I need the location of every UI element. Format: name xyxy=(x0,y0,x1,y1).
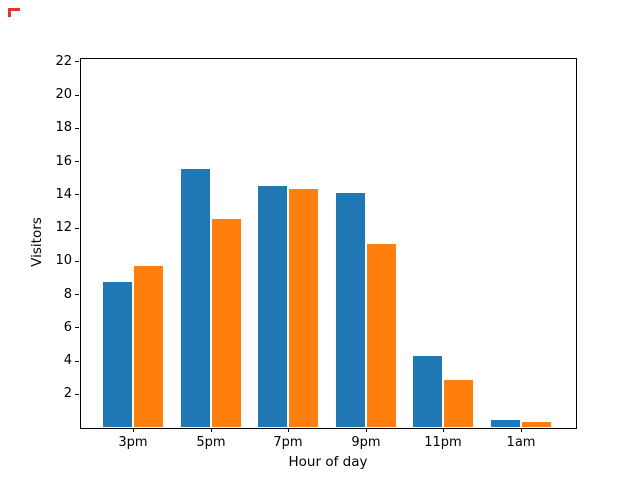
y-tick-label-20: 20 xyxy=(55,87,72,102)
x-tick-mark-11pm xyxy=(443,428,444,432)
bar-orange-series-7pm xyxy=(289,189,318,427)
bar-blue-series-3pm xyxy=(103,282,132,427)
y-tick-mark-10 xyxy=(75,261,79,262)
x-tick-label-1am: 1am xyxy=(506,435,536,450)
bar-orange-series-9pm xyxy=(367,244,396,427)
x-tick-mark-3pm xyxy=(133,428,134,432)
corner-marker-vertical xyxy=(8,8,11,17)
y-tick-mark-20 xyxy=(75,95,79,96)
y-tick-label-10: 10 xyxy=(55,253,72,268)
x-tick-mark-5pm xyxy=(211,428,212,432)
y-axis-label: Visitors xyxy=(29,217,45,267)
y-tick-label-16: 16 xyxy=(55,154,72,169)
y-tick-label-6: 6 xyxy=(63,320,72,335)
y-tick-label-18: 18 xyxy=(55,120,72,135)
y-tick-label-14: 14 xyxy=(55,187,72,202)
x-tick-mark-9pm xyxy=(366,428,367,432)
y-tick-label-12: 12 xyxy=(55,220,72,235)
y-tick-mark-12 xyxy=(75,228,79,229)
bar-orange-series-5pm xyxy=(212,219,241,427)
y-tick-mark-14 xyxy=(75,194,79,195)
corner-marker-horizontal xyxy=(8,8,20,11)
corner-marker xyxy=(8,8,20,17)
bar-blue-series-5pm xyxy=(181,169,210,427)
y-tick-label-8: 8 xyxy=(63,287,72,302)
y-tick-label-4: 4 xyxy=(63,353,72,368)
bar-blue-series-9pm xyxy=(336,193,365,427)
x-tick-mark-1am xyxy=(521,428,522,432)
y-tick-mark-2 xyxy=(75,394,79,395)
bar-orange-series-3pm xyxy=(134,266,163,427)
x-tick-label-3pm: 3pm xyxy=(118,435,148,450)
y-tick-label-22: 22 xyxy=(55,54,72,69)
y-tick-mark-8 xyxy=(75,294,79,295)
bar-blue-series-7pm xyxy=(258,186,287,427)
y-tick-mark-18 xyxy=(75,128,79,129)
y-tick-mark-6 xyxy=(75,327,79,328)
x-tick-label-7pm: 7pm xyxy=(273,435,303,450)
bar-blue-series-11pm xyxy=(413,356,442,427)
x-tick-label-5pm: 5pm xyxy=(196,435,226,450)
x-tick-label-9pm: 9pm xyxy=(351,435,381,450)
x-tick-label-11pm: 11pm xyxy=(424,435,462,450)
y-tick-mark-16 xyxy=(75,161,79,162)
bar-orange-series-1am xyxy=(522,422,551,427)
bar-orange-series-11pm xyxy=(444,380,473,427)
y-tick-mark-4 xyxy=(75,361,79,362)
y-tick-label-2: 2 xyxy=(63,386,72,401)
x-axis-label: Hour of day xyxy=(288,454,368,470)
bar-blue-series-1am xyxy=(491,420,520,427)
y-tick-mark-22 xyxy=(75,61,79,62)
x-tick-mark-7pm xyxy=(288,428,289,432)
